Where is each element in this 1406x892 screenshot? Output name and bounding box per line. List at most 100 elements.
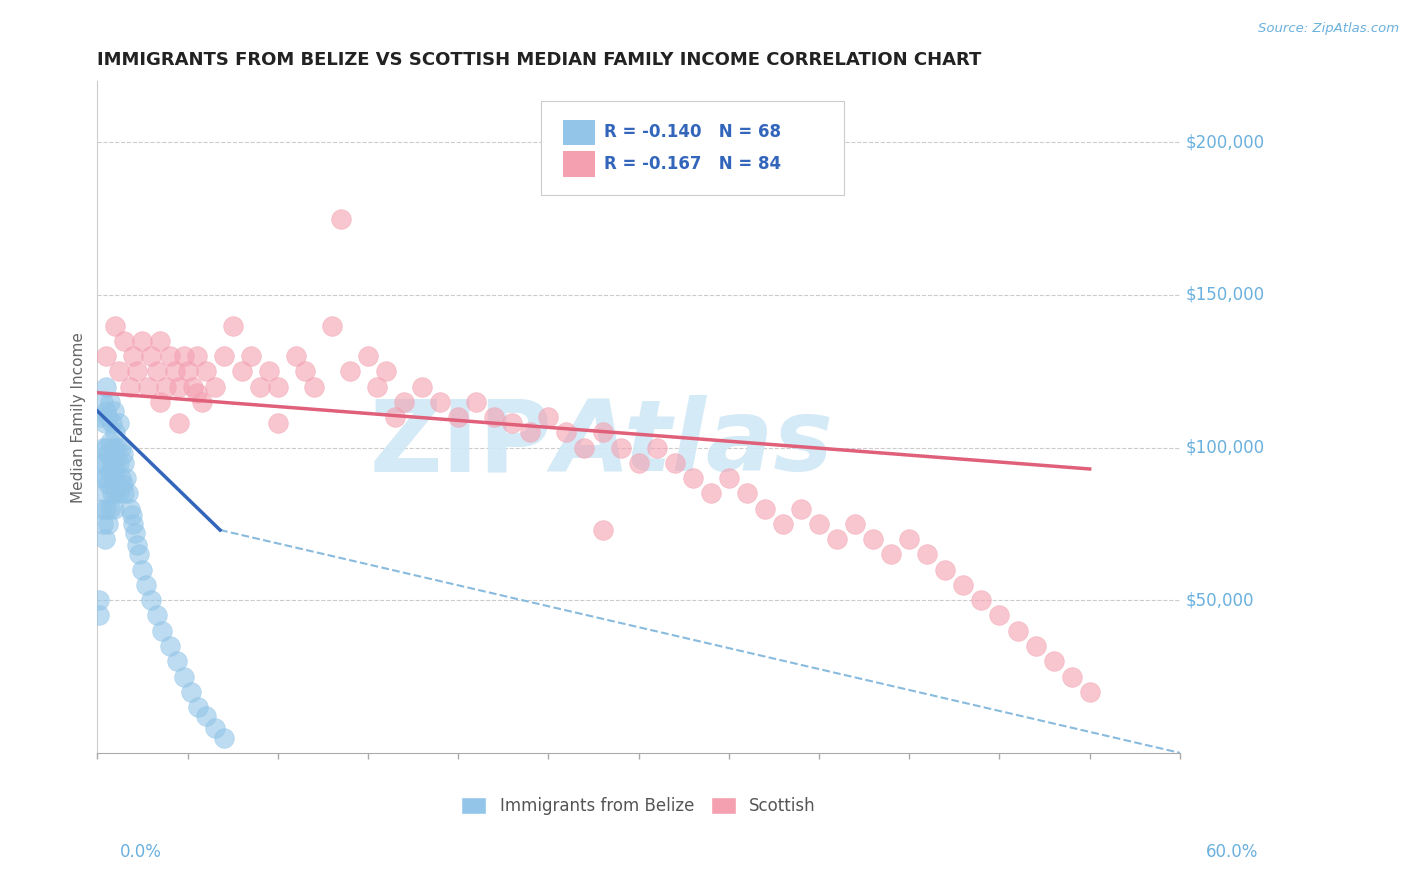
- Point: [186, 385, 208, 400]
- Point: [194, 709, 217, 723]
- Point: [91, 441, 114, 455]
- Point: [249, 379, 271, 393]
- Point: [149, 394, 172, 409]
- Point: [112, 456, 135, 470]
- Point: [645, 441, 668, 455]
- Point: [97, 447, 120, 461]
- Point: [357, 349, 380, 363]
- Point: [384, 410, 406, 425]
- Point: [257, 364, 280, 378]
- Point: [592, 523, 614, 537]
- Point: [187, 700, 209, 714]
- Point: [89, 593, 111, 607]
- Point: [173, 669, 195, 683]
- Point: [141, 593, 163, 607]
- Point: [735, 486, 758, 500]
- Point: [294, 364, 316, 378]
- Point: [221, 318, 243, 333]
- Point: [194, 364, 217, 378]
- Point: [159, 349, 181, 363]
- Point: [339, 364, 361, 378]
- Point: [98, 465, 121, 479]
- Point: [204, 722, 226, 736]
- Point: [96, 471, 118, 485]
- Point: [1025, 639, 1047, 653]
- Point: [1078, 685, 1101, 699]
- Point: [97, 477, 120, 491]
- Point: [98, 394, 121, 409]
- Point: [136, 379, 159, 393]
- Point: [101, 416, 124, 430]
- Point: [111, 447, 134, 461]
- Point: [392, 394, 415, 409]
- Text: 0.0%: 0.0%: [120, 843, 162, 861]
- Point: [122, 516, 145, 531]
- Point: [917, 548, 939, 562]
- Point: [934, 563, 956, 577]
- Point: [664, 456, 686, 470]
- Point: [284, 349, 307, 363]
- Point: [117, 486, 139, 500]
- Point: [808, 516, 831, 531]
- Point: [155, 379, 177, 393]
- Point: [96, 379, 118, 393]
- Point: [98, 501, 121, 516]
- Point: [191, 394, 214, 409]
- Point: [167, 416, 190, 430]
- Point: [239, 349, 262, 363]
- Point: [135, 578, 157, 592]
- Point: [105, 477, 128, 491]
- Point: [167, 379, 190, 393]
- Point: [159, 639, 181, 653]
- Point: [90, 501, 112, 516]
- Point: [121, 508, 143, 522]
- Text: $100,000: $100,000: [1185, 439, 1264, 457]
- Point: [204, 379, 226, 393]
- Point: [952, 578, 974, 592]
- Bar: [562, 120, 595, 145]
- Point: [96, 441, 118, 455]
- Point: [501, 416, 523, 430]
- Point: [180, 685, 202, 699]
- Text: ZIP: ZIP: [370, 395, 553, 492]
- Point: [118, 501, 141, 516]
- Point: [825, 532, 848, 546]
- Point: [128, 548, 150, 562]
- Point: [682, 471, 704, 485]
- Point: [898, 532, 921, 546]
- Point: [465, 394, 488, 409]
- Point: [96, 404, 118, 418]
- Point: [125, 538, 148, 552]
- Point: [90, 410, 112, 425]
- Point: [609, 441, 631, 455]
- Point: [131, 563, 153, 577]
- Point: [146, 364, 169, 378]
- Point: [988, 608, 1011, 623]
- FancyBboxPatch shape: [541, 102, 844, 195]
- Point: [844, 516, 866, 531]
- Bar: [562, 151, 595, 177]
- Point: [754, 501, 776, 516]
- Point: [429, 394, 451, 409]
- Point: [122, 349, 145, 363]
- Text: Source: ZipAtlas.com: Source: ZipAtlas.com: [1258, 22, 1399, 36]
- Point: [176, 364, 198, 378]
- Point: [108, 456, 131, 470]
- Point: [181, 379, 204, 393]
- Point: [118, 379, 141, 393]
- Point: [267, 379, 290, 393]
- Point: [103, 501, 125, 516]
- Point: [146, 608, 169, 623]
- Point: [104, 456, 127, 470]
- Point: [880, 548, 903, 562]
- Point: [141, 349, 163, 363]
- Point: [110, 471, 132, 485]
- Point: [375, 364, 398, 378]
- Point: [108, 416, 131, 430]
- Point: [101, 456, 124, 470]
- Point: [149, 334, 172, 348]
- Point: [97, 410, 120, 425]
- Point: [124, 526, 146, 541]
- Point: [104, 425, 127, 440]
- Point: [302, 379, 325, 393]
